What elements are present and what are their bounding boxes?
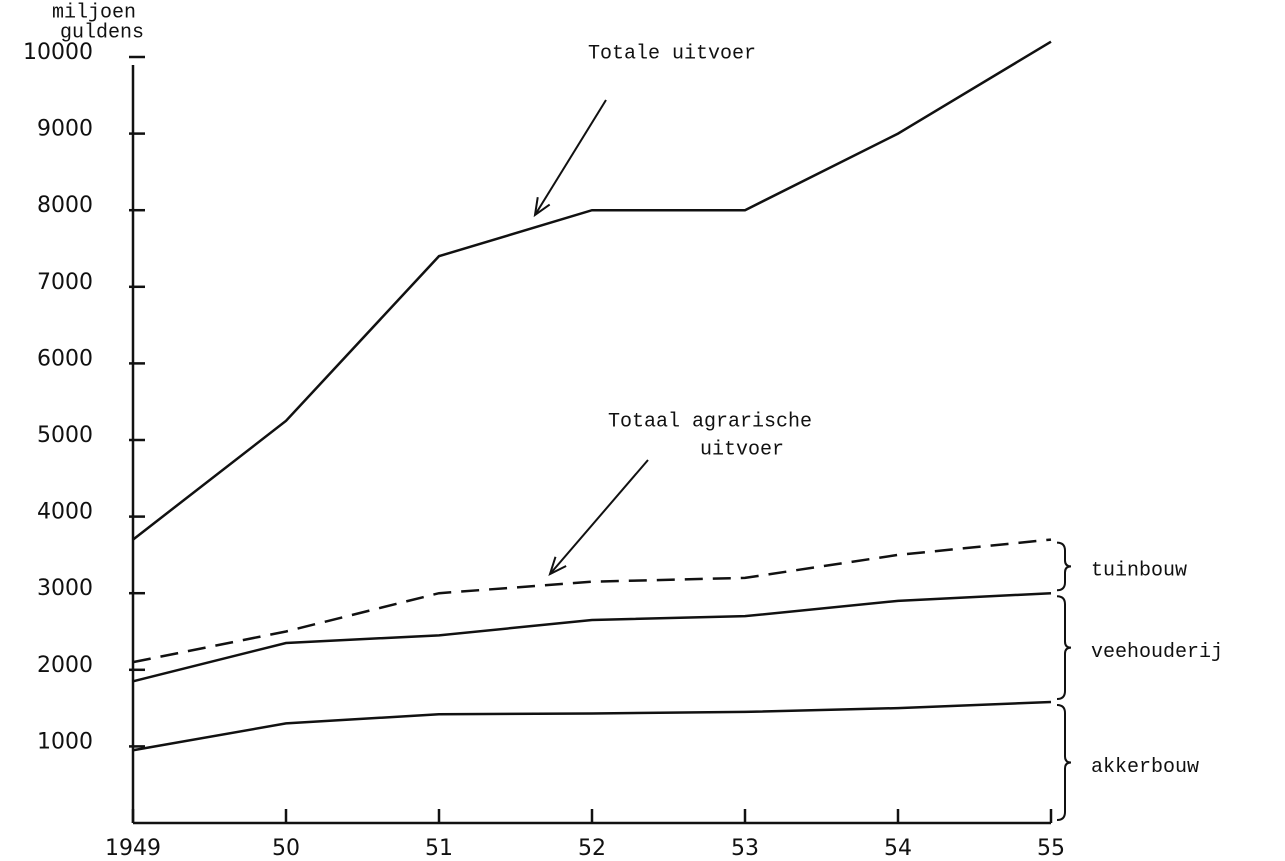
annotation: Totale uitvoer [588, 42, 756, 65]
brace [1056, 541, 1072, 592]
y-tick-label: 5000 [37, 423, 93, 448]
y-tick-label: 1000 [37, 729, 93, 754]
series-line [132, 538, 1052, 664]
y-tick-label: 8000 [37, 193, 93, 218]
x-tick-label: 1949 [105, 836, 161, 861]
series-line [132, 700, 1052, 752]
y-tick-label: 7000 [37, 270, 93, 295]
x-tick-label: 54 [884, 836, 912, 861]
y-tick-label: 10000 [23, 40, 93, 65]
x-tick-label: 50 [272, 836, 300, 861]
y-tick-label: 9000 [37, 117, 93, 142]
annotation-arrow [549, 459, 649, 575]
y-axis-label: miljoen [52, 1, 136, 24]
annotation-arrowhead [533, 197, 551, 218]
segment-label: veehouderij [1091, 641, 1223, 664]
segment-label: akkerbouw [1091, 756, 1199, 779]
y-tick-label: 4000 [37, 500, 93, 525]
y-tick-label: 3000 [37, 576, 93, 601]
x-tick-label: 55 [1037, 836, 1065, 861]
annotation: Totaal agrarische [608, 410, 812, 433]
x-tick-label: 52 [578, 836, 606, 861]
y-axis-label: guldens [60, 21, 144, 44]
annotation: uitvoer [700, 438, 784, 461]
series-line [132, 40, 1052, 541]
y-tick-label: 6000 [37, 346, 93, 371]
y-tick-label: 2000 [37, 653, 93, 678]
annotation-arrowhead [548, 556, 567, 576]
brace [1056, 703, 1072, 821]
segment-label: tuinbouw [1091, 560, 1187, 583]
x-tick-label: 53 [731, 836, 759, 861]
series-line [132, 591, 1052, 683]
x-tick-label: 51 [425, 836, 453, 861]
brace [1056, 595, 1072, 700]
annotation-arrow [534, 99, 607, 216]
